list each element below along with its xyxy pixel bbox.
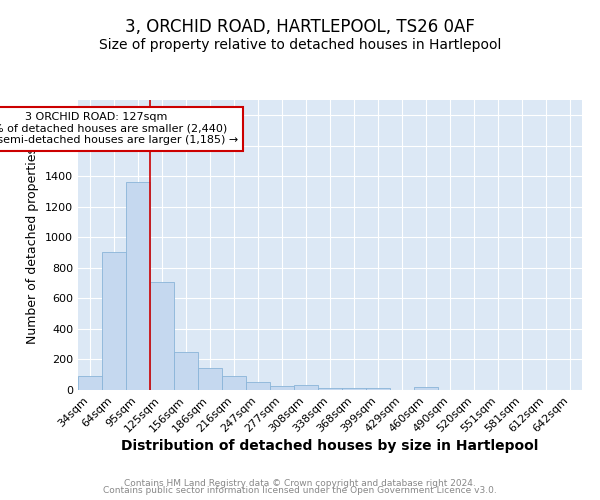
Bar xyxy=(126,182,150,390)
Bar xyxy=(342,388,366,390)
Bar xyxy=(150,282,174,390)
Y-axis label: Number of detached properties: Number of detached properties xyxy=(26,146,40,344)
Bar xyxy=(318,388,342,390)
Bar xyxy=(222,376,246,390)
Text: Contains HM Land Registry data © Crown copyright and database right 2024.: Contains HM Land Registry data © Crown c… xyxy=(124,478,476,488)
Bar xyxy=(246,382,270,390)
Bar xyxy=(78,376,102,390)
Bar xyxy=(174,352,198,390)
Bar xyxy=(102,252,126,390)
Bar xyxy=(270,386,294,390)
Bar xyxy=(198,368,222,390)
X-axis label: Distribution of detached houses by size in Hartlepool: Distribution of detached houses by size … xyxy=(121,440,539,454)
Bar xyxy=(294,386,318,390)
Text: Size of property relative to detached houses in Hartlepool: Size of property relative to detached ho… xyxy=(99,38,501,52)
Bar xyxy=(414,387,438,390)
Bar xyxy=(366,388,390,390)
Text: Contains public sector information licensed under the Open Government Licence v3: Contains public sector information licen… xyxy=(103,486,497,495)
Text: 3, ORCHID ROAD, HARTLEPOOL, TS26 0AF: 3, ORCHID ROAD, HARTLEPOOL, TS26 0AF xyxy=(125,18,475,36)
Text: 3 ORCHID ROAD: 127sqm
← 67% of detached houses are smaller (2,440)
33% of semi-d: 3 ORCHID ROAD: 127sqm ← 67% of detached … xyxy=(0,112,238,146)
